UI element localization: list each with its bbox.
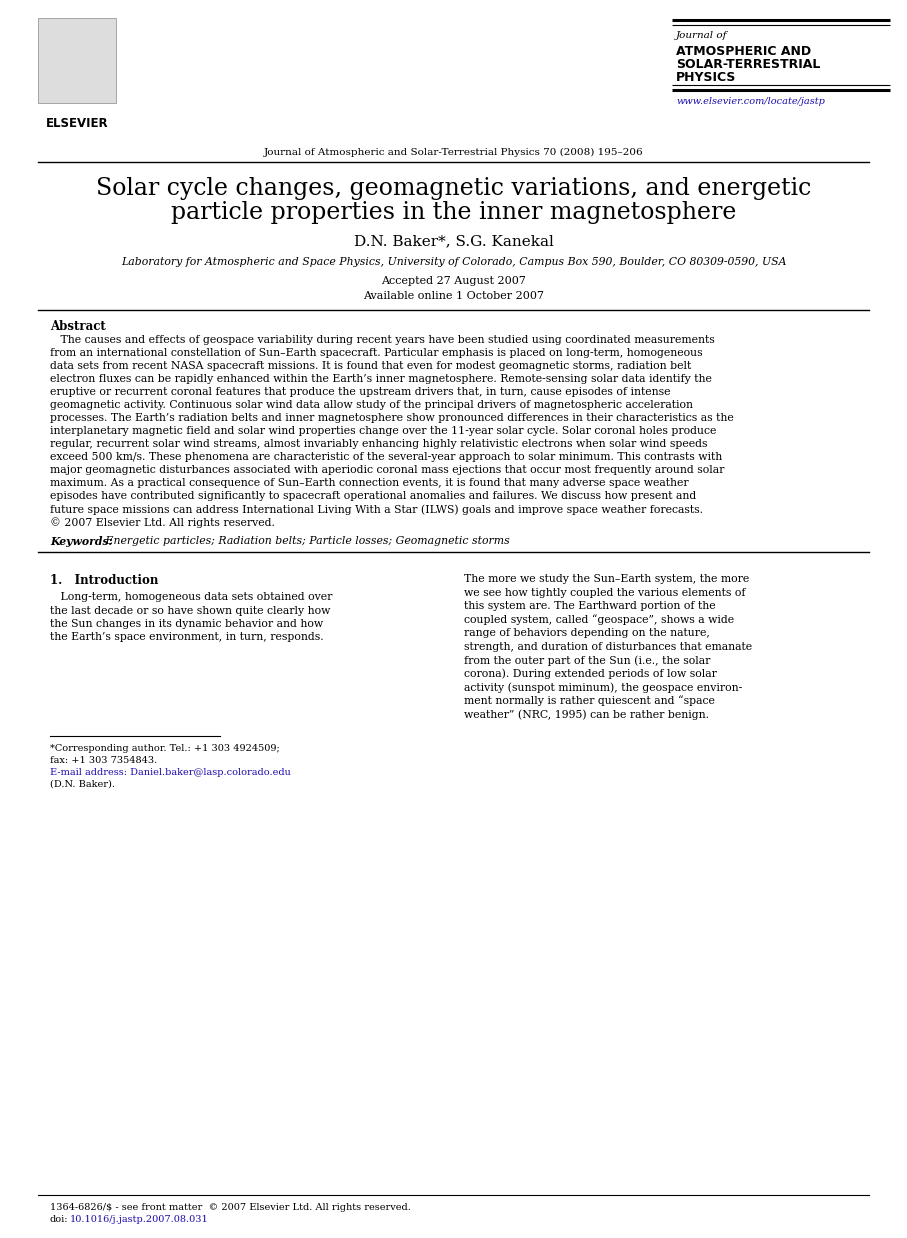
Text: strength, and duration of disturbances that emanate: strength, and duration of disturbances t… xyxy=(464,641,752,651)
Text: coupled system, called “geospace”, shows a wide: coupled system, called “geospace”, shows… xyxy=(464,614,734,625)
Text: Keywords:: Keywords: xyxy=(50,536,112,547)
Text: © 2007 Elsevier Ltd. All rights reserved.: © 2007 Elsevier Ltd. All rights reserved… xyxy=(50,517,275,527)
Text: 10.1016/j.jastp.2007.08.031: 10.1016/j.jastp.2007.08.031 xyxy=(70,1214,209,1224)
Text: this system are. The Earthward portion of the: this system are. The Earthward portion o… xyxy=(464,600,716,612)
Text: Long-term, homogeneous data sets obtained over: Long-term, homogeneous data sets obtaine… xyxy=(50,592,332,602)
Text: electron fluxes can be rapidly enhanced within the Earth’s inner magnetosphere. : electron fluxes can be rapidly enhanced … xyxy=(50,374,712,384)
Text: particle properties in the inner magnetosphere: particle properties in the inner magneto… xyxy=(171,201,736,224)
Text: Laboratory for Atmospheric and Space Physics, University of Colorado, Campus Box: Laboratory for Atmospheric and Space Phy… xyxy=(121,258,786,267)
Text: major geomagnetic disturbances associated with aperiodic coronal mass ejections : major geomagnetic disturbances associate… xyxy=(50,465,725,475)
Text: www.elsevier.com/locate/jastp: www.elsevier.com/locate/jastp xyxy=(676,97,824,106)
Text: ELSEVIER: ELSEVIER xyxy=(45,118,108,130)
Text: we see how tightly coupled the various elements of: we see how tightly coupled the various e… xyxy=(464,588,746,598)
Text: activity (sunspot miminum), the geospace environ-: activity (sunspot miminum), the geospace… xyxy=(464,682,742,692)
Text: data sets from recent NASA spacecraft missions. It is found that even for modest: data sets from recent NASA spacecraft mi… xyxy=(50,361,691,371)
Text: interplanetary magnetic field and solar wind properties change over the 11-year : interplanetary magnetic field and solar … xyxy=(50,426,717,436)
Text: Energetic particles; Radiation belts; Particle losses; Geomagnetic storms: Energetic particles; Radiation belts; Pa… xyxy=(102,536,510,546)
Text: future space missions can address International Living With a Star (ILWS) goals : future space missions can address Intern… xyxy=(50,504,703,515)
Text: from the outer part of the Sun (i.e., the solar: from the outer part of the Sun (i.e., th… xyxy=(464,655,710,666)
Text: Solar cycle changes, geomagnetic variations, and energetic: Solar cycle changes, geomagnetic variati… xyxy=(96,177,811,201)
Text: Accepted 27 August 2007: Accepted 27 August 2007 xyxy=(381,276,526,286)
Text: corona). During extended periods of low solar: corona). During extended periods of low … xyxy=(464,669,717,680)
Text: regular, recurrent solar wind streams, almost invariably enhancing highly relati: regular, recurrent solar wind streams, a… xyxy=(50,439,707,449)
Text: weather” (NRC, 1995) can be rather benign.: weather” (NRC, 1995) can be rather benig… xyxy=(464,709,709,719)
Text: episodes have contributed significantly to spacecraft operational anomalies and : episodes have contributed significantly … xyxy=(50,491,697,501)
Text: ment normally is rather quiescent and “space: ment normally is rather quiescent and “s… xyxy=(464,696,715,707)
Text: The more we study the Sun–Earth system, the more: The more we study the Sun–Earth system, … xyxy=(464,574,749,584)
Text: maximum. As a practical consequence of Sun–Earth connection events, it is found : maximum. As a practical consequence of S… xyxy=(50,478,688,488)
Bar xyxy=(38,19,116,103)
Text: Journal of Atmospheric and Solar-Terrestrial Physics 70 (2008) 195–206: Journal of Atmospheric and Solar-Terrest… xyxy=(264,149,643,157)
Text: The causes and effects of geospace variability during recent years have been stu: The causes and effects of geospace varia… xyxy=(50,335,715,345)
Text: from an international constellation of Sun–Earth spacecraft. Particular emphasis: from an international constellation of S… xyxy=(50,348,703,358)
Text: Available online 1 October 2007: Available online 1 October 2007 xyxy=(363,291,544,301)
Text: fax: +1 303 7354843.: fax: +1 303 7354843. xyxy=(50,756,157,765)
Text: PHYSICS: PHYSICS xyxy=(676,71,736,84)
Text: SOLAR-TERRESTRIAL: SOLAR-TERRESTRIAL xyxy=(676,58,820,71)
Text: geomagnetic activity. Continuous solar wind data allow study of the principal dr: geomagnetic activity. Continuous solar w… xyxy=(50,400,693,410)
Text: doi:: doi: xyxy=(50,1214,69,1224)
Text: D.N. Baker*, S.G. Kanekal: D.N. Baker*, S.G. Kanekal xyxy=(354,234,553,248)
Text: the Sun changes in its dynamic behavior and how: the Sun changes in its dynamic behavior … xyxy=(50,619,323,629)
Text: the last decade or so have shown quite clearly how: the last decade or so have shown quite c… xyxy=(50,605,330,615)
Text: range of behaviors depending on the nature,: range of behaviors depending on the natu… xyxy=(464,628,710,638)
Text: processes. The Earth’s radiation belts and inner magnetosphere show pronounced d: processes. The Earth’s radiation belts a… xyxy=(50,413,734,423)
Text: the Earth’s space environment, in turn, responds.: the Earth’s space environment, in turn, … xyxy=(50,633,324,643)
Text: eruptive or recurrent coronal features that produce the upstream drivers that, i: eruptive or recurrent coronal features t… xyxy=(50,387,670,397)
Text: Journal of: Journal of xyxy=(676,31,727,40)
Text: *Corresponding author. Tel.: +1 303 4924509;: *Corresponding author. Tel.: +1 303 4924… xyxy=(50,744,279,753)
Text: 1.   Introduction: 1. Introduction xyxy=(50,574,159,587)
Text: Abstract: Abstract xyxy=(50,319,106,333)
Text: ATMOSPHERIC AND: ATMOSPHERIC AND xyxy=(676,45,811,58)
Text: 1364-6826/$ - see front matter  © 2007 Elsevier Ltd. All rights reserved.: 1364-6826/$ - see front matter © 2007 El… xyxy=(50,1203,411,1212)
Text: E-mail address: Daniel.baker@lasp.colorado.edu: E-mail address: Daniel.baker@lasp.colora… xyxy=(50,768,291,777)
Text: (D.N. Baker).: (D.N. Baker). xyxy=(50,780,115,789)
Text: exceed 500 km/s. These phenomena are characteristic of the several-year approach: exceed 500 km/s. These phenomena are cha… xyxy=(50,452,722,462)
